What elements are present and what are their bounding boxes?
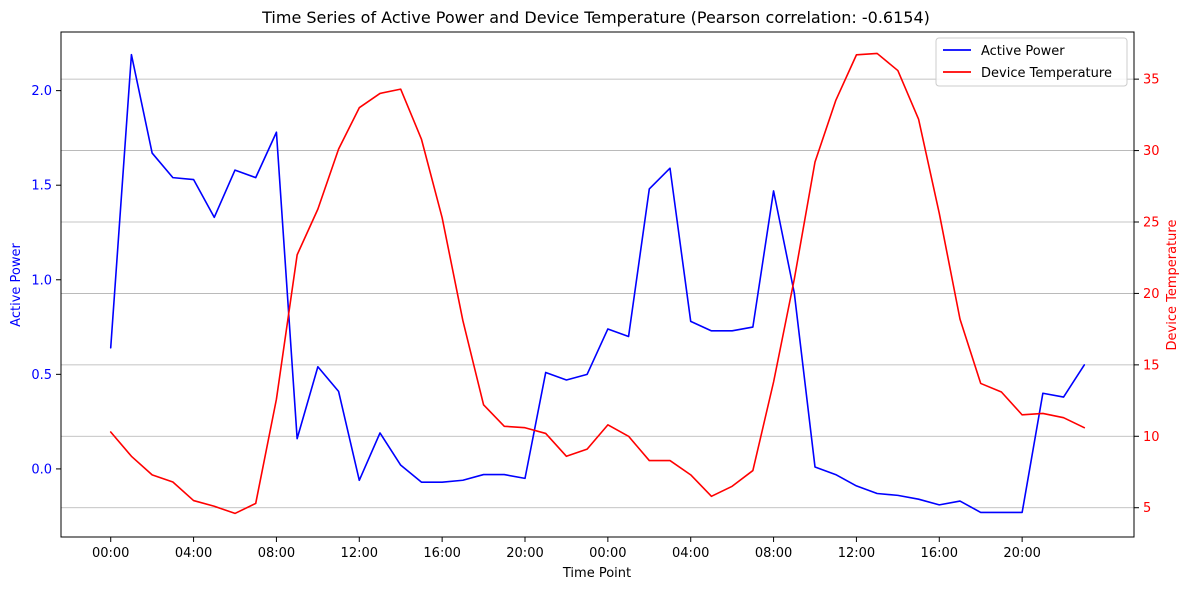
x-axis: 00:00 04:00 08:00 12:00 16:00 20:00 00:00 04:00… [92,537,1041,561]
legend-label-device-temperature: Device Temperature [981,66,1112,81]
y-left-tick-label-4: 2.0 [31,84,52,99]
y-right-tick-label-2: 15 [1143,358,1160,373]
y-axis-left: 0.0 0.5 1.0 1.5 2.0 [31,84,61,477]
series-line-device-temperature [109,52,1086,515]
x-tick-label-6: 00:00 [589,546,626,561]
legend-box [935,37,1128,87]
x-tick-label-10: 16:00 [921,546,958,561]
legend: Active Power Device Temperature [935,37,1128,87]
y-axis-right-title: Device Temperature [1165,220,1180,351]
gridlines [61,78,1134,509]
x-tick-label-4: 16:00 [423,546,460,561]
y-axis-right: 5 10 15 20 25 30 35 [1134,73,1160,516]
x-tick-label-0: 00:00 [92,546,129,561]
series-line-active-power [109,53,1086,514]
y-right-tick-label-3: 20 [1143,287,1160,302]
y-right-tick-label-1: 10 [1143,430,1160,445]
x-tick-label-1: 04:00 [175,546,212,561]
x-tick-label-8: 08:00 [755,546,792,561]
y-right-tick-label-6: 35 [1143,73,1160,88]
y-right-tick-label-5: 30 [1143,144,1160,159]
chart-title: Time Series of Active Power and Device T… [261,8,930,27]
x-tick-label-3: 12:00 [341,546,378,561]
y-left-tick-label-0: 0.0 [31,462,52,477]
x-tick-label-11: 20:00 [1003,546,1040,561]
y-right-tick-label-4: 25 [1143,216,1160,231]
x-tick-label-7: 04:00 [672,546,709,561]
y-right-tick-label-0: 5 [1143,501,1151,516]
plot-frame [60,31,1135,538]
x-axis-title: Time Point [562,566,631,581]
y-left-tick-label-2: 1.0 [31,273,52,288]
y-left-tick-label-3: 1.5 [31,179,52,194]
series-lines [109,52,1086,515]
y-left-tick-label-1: 0.5 [31,368,52,383]
legend-label-active-power: Active Power [981,44,1065,59]
x-tick-label-9: 12:00 [838,546,875,561]
x-tick-label-2: 08:00 [258,546,295,561]
x-tick-label-5: 20:00 [506,546,543,561]
y-axis-left-title: Active Power [9,243,24,327]
